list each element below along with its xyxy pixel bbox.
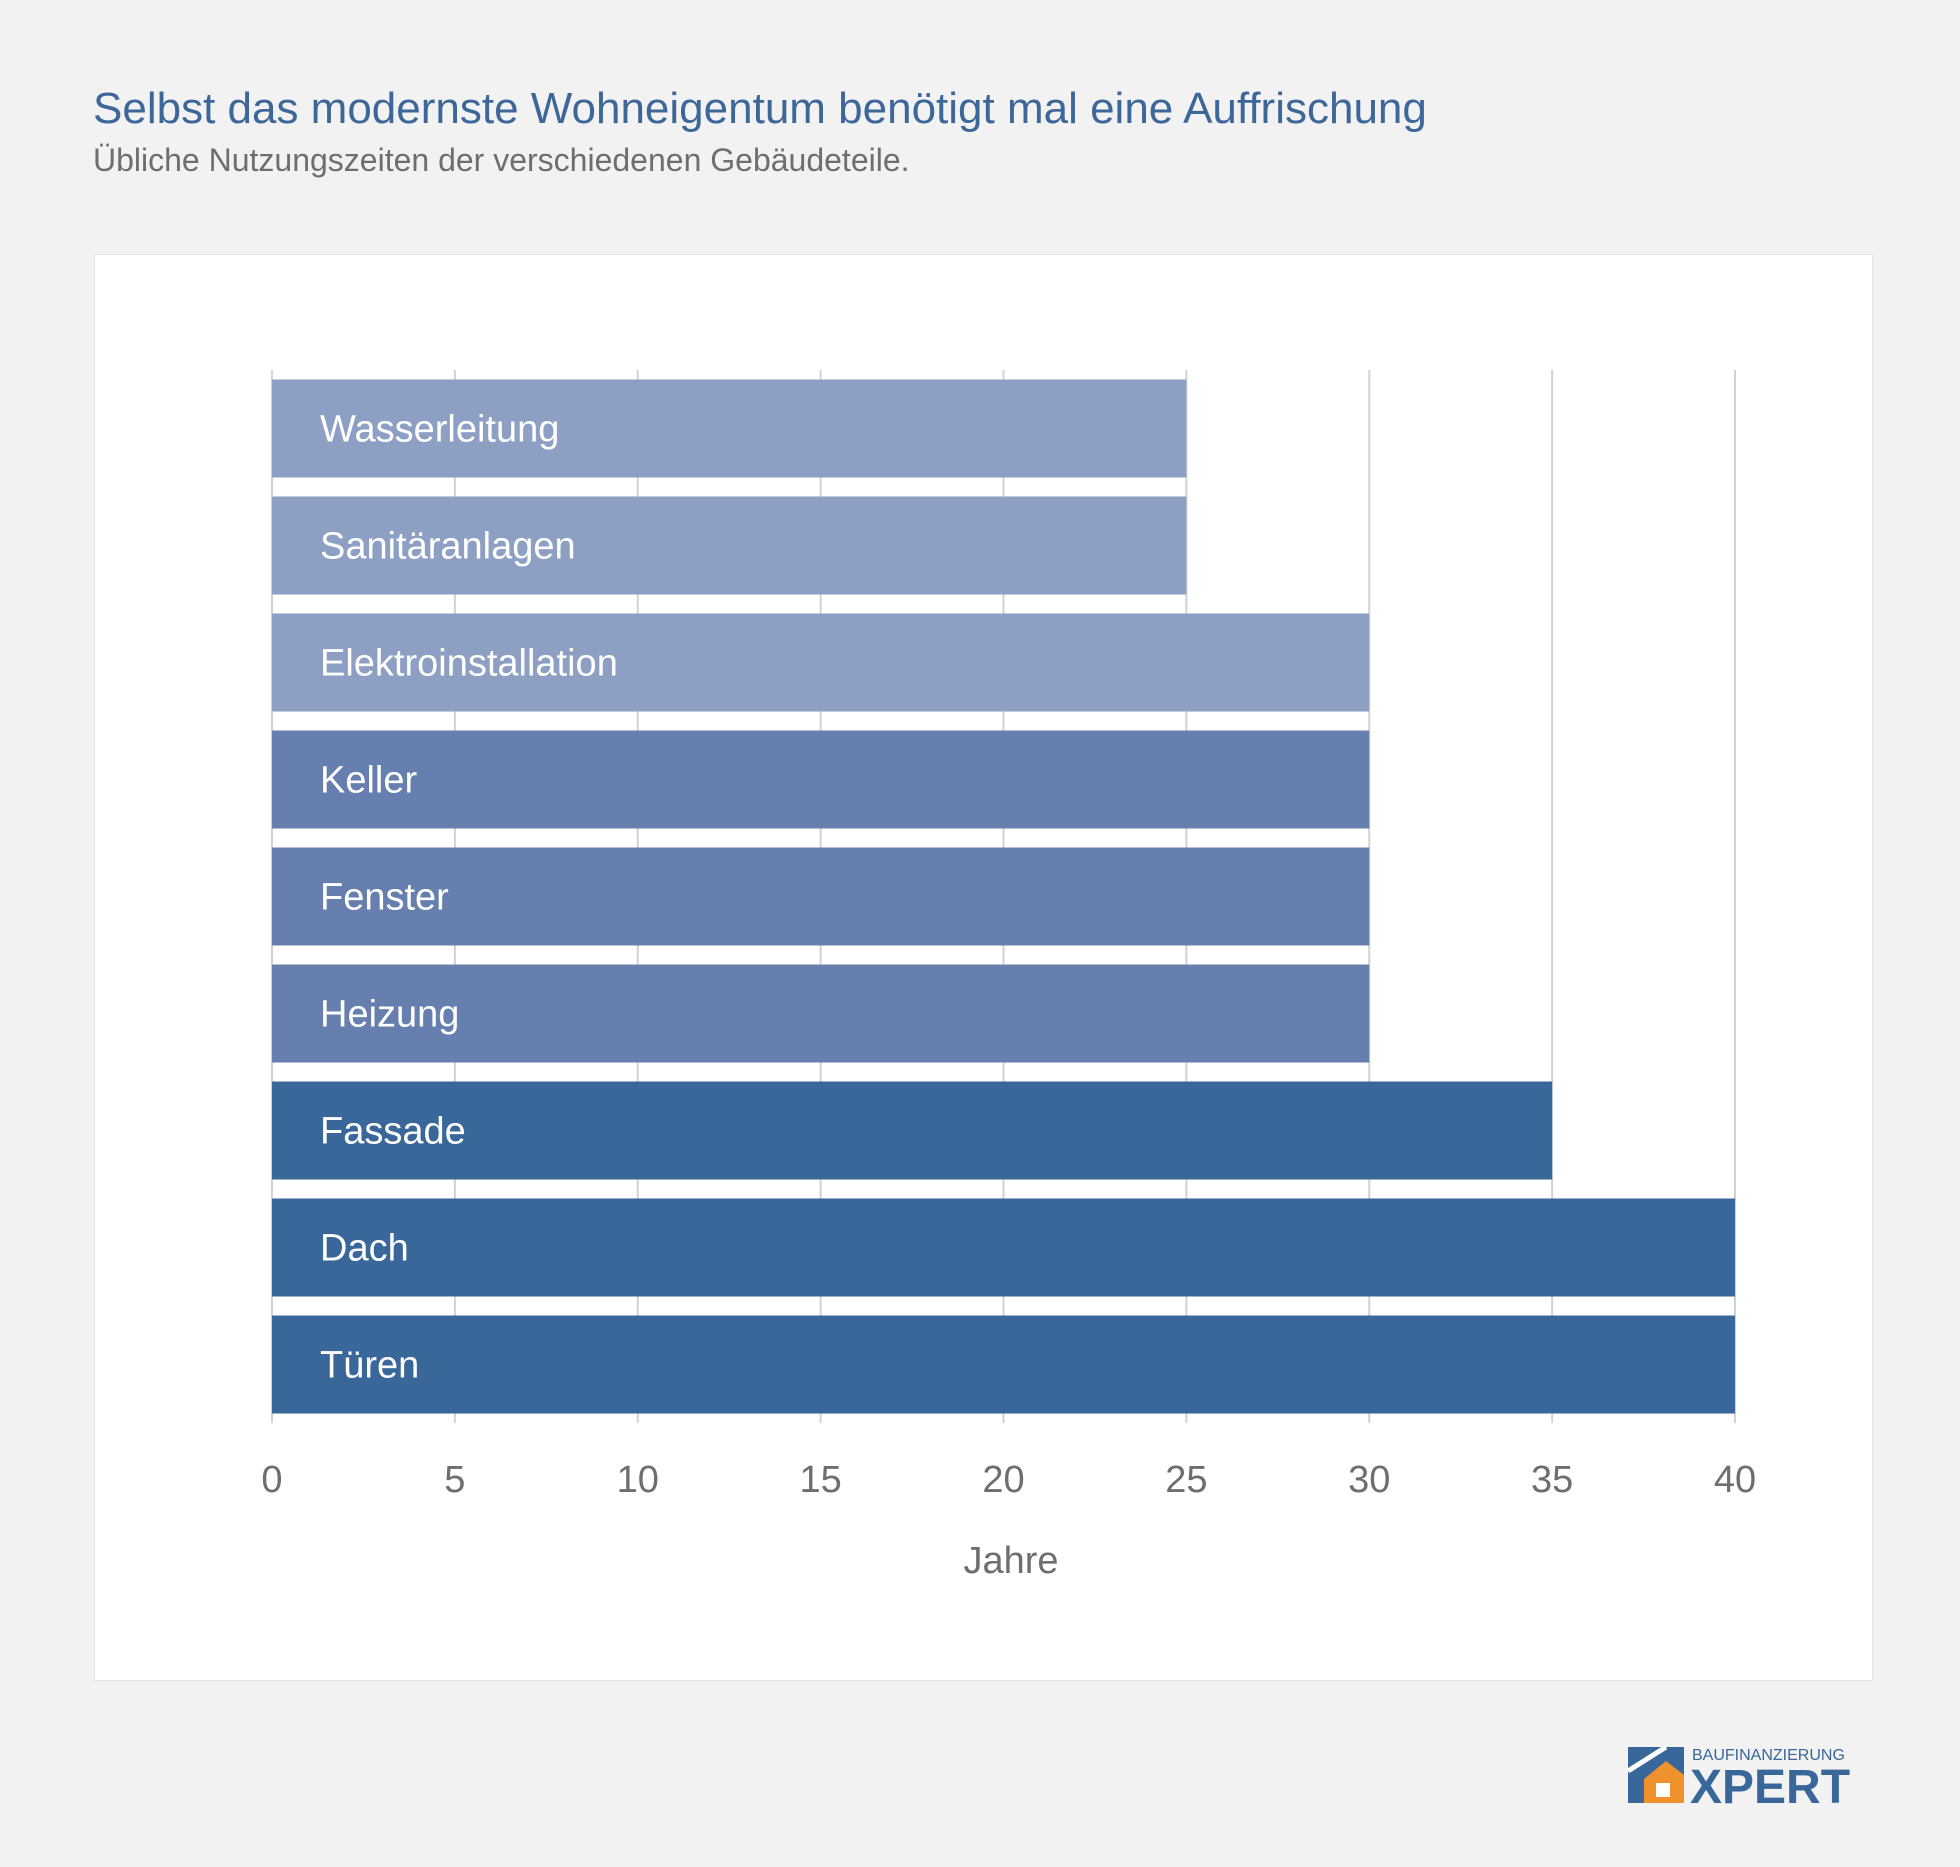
bar (272, 1315, 1735, 1414)
x-tick-label: 40 (1714, 1459, 1756, 1501)
bar (272, 1198, 1735, 1297)
baufinanzierung-expert-logo: BAUFINANZIERUNG XPERT (1626, 1745, 1850, 1807)
bar (272, 1081, 1553, 1180)
bar-label: Wasserleitung (320, 409, 559, 451)
logo-line1: BAUFINANZIERUNG (1692, 1747, 1845, 1764)
bar (272, 730, 1370, 829)
house-icon (1626, 1745, 1684, 1803)
bar (272, 964, 1370, 1063)
bar-label: Keller (320, 760, 417, 802)
bar-label: Heizung (320, 994, 459, 1036)
logo-line2: XPERT (1690, 1761, 1850, 1807)
x-axis-ticks: 0 5 10 15 20 25 30 35 40 (261, 1459, 1756, 1501)
bar-labels: Wasserleitung Sanitäranlagen Elektroinstal… (320, 409, 618, 1387)
bar-label: Elektroinstallation (320, 643, 618, 685)
bar-label: Türen (320, 1345, 419, 1387)
chart-subtitle: Übliche Nutzungszeiten der verschiedenen… (93, 142, 910, 178)
x-tick-label: 10 (617, 1459, 659, 1501)
x-tick-label: 35 (1531, 1459, 1573, 1501)
bar (272, 613, 1370, 712)
x-tick-label: 0 (261, 1459, 282, 1501)
bar (272, 379, 1187, 478)
chart-title: Selbst das modernste Wohneigentum benöti… (93, 84, 1427, 133)
x-tick-label: 15 (799, 1459, 841, 1501)
bar-label: Fenster (320, 877, 449, 919)
x-tick-label: 25 (1165, 1459, 1207, 1501)
bar-label: Fassade (320, 1111, 466, 1153)
bar-label: Sanitäranlagen (320, 526, 576, 568)
chart-card: Wasserleitung Sanitäranlagen Elektroinstal… (94, 254, 1873, 1681)
bars (272, 379, 1735, 1414)
bar (272, 847, 1370, 946)
x-tick-label: 20 (982, 1459, 1024, 1501)
bar-label: Dach (320, 1228, 409, 1270)
bar-chart: Wasserleitung Sanitäranlagen Elektroinstal… (261, 370, 1756, 1582)
bar (272, 496, 1187, 595)
x-tick-label: 5 (444, 1459, 465, 1501)
x-axis-label: Jahre (963, 1540, 1058, 1582)
x-tick-label: 30 (1348, 1459, 1390, 1501)
